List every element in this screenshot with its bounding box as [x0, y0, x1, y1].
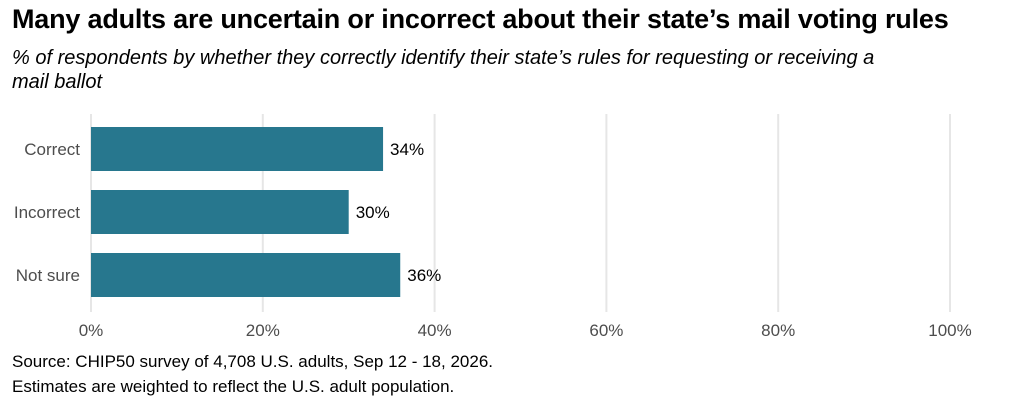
category-label: Incorrect [14, 203, 80, 222]
chart-title: Many adults are uncertain or incorrect a… [12, 4, 949, 34]
data-label: 36% [407, 266, 441, 285]
bar-correct [91, 127, 384, 171]
x-tick-label: 40% [418, 321, 452, 340]
x-tick-label: 100% [928, 321, 971, 340]
data-label: 34% [390, 140, 424, 159]
x-tick-label: 60% [589, 321, 623, 340]
x-tick-label: 80% [761, 321, 795, 340]
x-tick-label: 0% [79, 321, 104, 340]
weighting-note: Estimates are weighted to reflect the U.… [12, 377, 455, 396]
source-caption: Source: CHIP50 survey of 4,708 U.S. adul… [12, 352, 493, 371]
category-label: Correct [24, 140, 80, 159]
chart-subtitle: % of respondents by whether they correct… [12, 47, 875, 93]
bar-chart: 0% 20% 40% 60% 80% 100% Correct 34% Incorrect 30%… [14, 114, 972, 340]
bar-incorrect [91, 190, 349, 234]
data-label: 30% [356, 203, 390, 222]
x-tick-label: 20% [246, 321, 280, 340]
category-label: Not sure [16, 266, 80, 285]
bar-not-sure [91, 253, 401, 297]
